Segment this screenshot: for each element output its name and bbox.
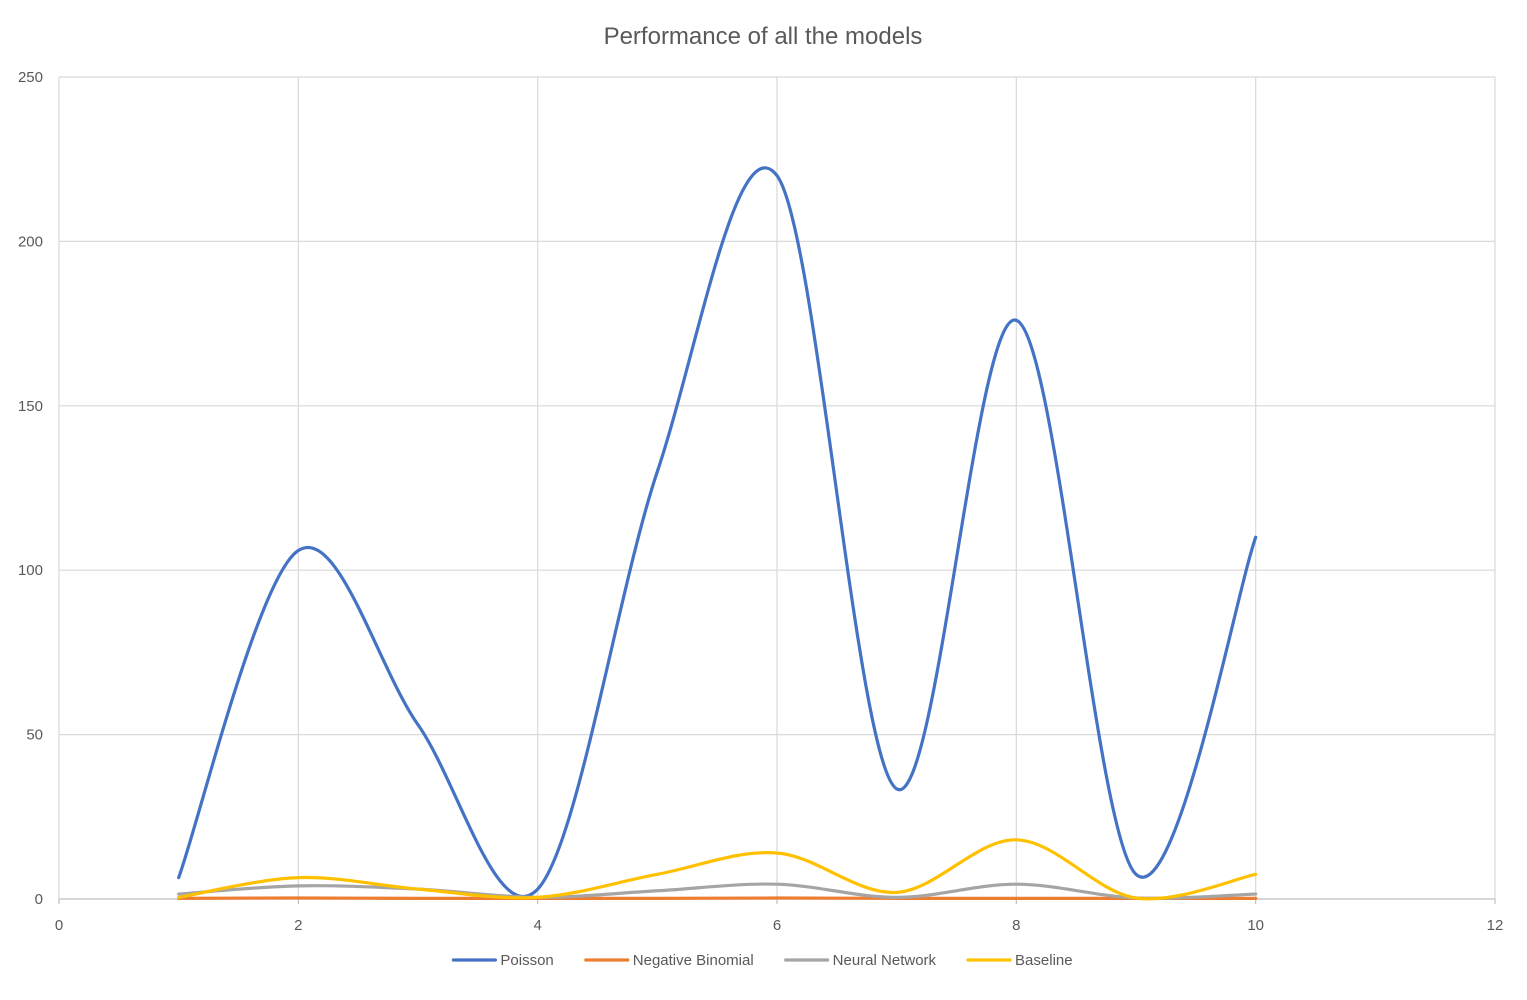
y-tick-label: 200	[18, 233, 43, 250]
grid	[59, 77, 1495, 904]
y-tick-label: 50	[26, 727, 43, 744]
series-line-baseline	[179, 840, 1256, 899]
legend-label-neural-network: Neural Network	[833, 952, 937, 969]
legend: Poisson Negative Binomial Neural Network Ba…	[453, 952, 1072, 969]
legend-label-negative-binomial: Negative Binomial	[633, 952, 754, 969]
series-line-poisson	[179, 168, 1256, 897]
x-tick-label: 6	[773, 917, 781, 934]
x-tick-label: 0	[55, 917, 63, 934]
chart-title: Performance of all the models	[604, 23, 923, 50]
x-tick-label: 10	[1247, 917, 1264, 934]
y-tick-label: 100	[18, 562, 43, 579]
tick-labels: 0 50 100 150 200 250 0 2 4 6 8 10 12	[18, 69, 1503, 934]
y-tick-label: 150	[18, 398, 43, 415]
y-tick-label: 0	[35, 891, 43, 908]
x-tick-label: 8	[1012, 917, 1020, 934]
x-tick-label: 2	[294, 917, 302, 934]
x-tick-label: 12	[1487, 917, 1504, 934]
x-tick-label: 4	[533, 917, 541, 934]
legend-label-baseline: Baseline	[1015, 952, 1073, 969]
y-tick-label: 250	[18, 69, 43, 86]
series-lines	[179, 168, 1256, 899]
series-line-neural-network	[179, 884, 1256, 898]
legend-label-poisson: Poisson	[500, 952, 553, 969]
